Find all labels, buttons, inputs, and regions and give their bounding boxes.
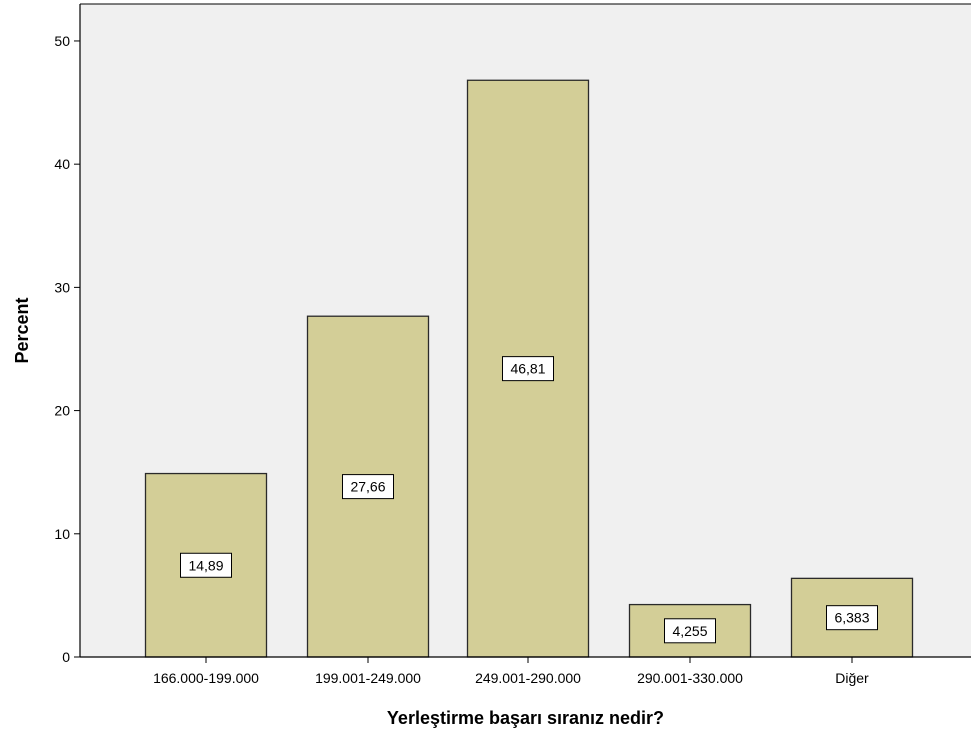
- x-tick-label-3: 249.001-290.000: [475, 670, 581, 686]
- y-tick-label-4: 30: [54, 279, 70, 295]
- data-label-box-3: [502, 356, 554, 382]
- data-label-5: 6,383: [834, 610, 869, 626]
- x-tick-label-4: 290.001-330.000: [637, 670, 743, 686]
- data-label-3: 46,81: [510, 361, 545, 377]
- y-tick-label-5: 40: [54, 156, 70, 172]
- data-label-box-2: [342, 474, 394, 500]
- y-tick-label-3: 20: [54, 403, 70, 419]
- y-tick-label-2: 10: [54, 526, 70, 542]
- y-axis-title: Percent: [12, 297, 32, 363]
- y-tick-label-1: 0: [62, 649, 70, 665]
- x-tick-label-5: Diğer: [835, 670, 869, 686]
- data-label-1: 14,89: [188, 557, 223, 573]
- data-labels-layer: 14,89 27,66 46,81 4,255 6,383: [180, 356, 878, 644]
- data-label-box-1: [180, 552, 232, 578]
- axes-layer: 166.000-199.000 199.001-249.000 249.001-29…: [54, 3, 971, 686]
- x-tick-label-2: 199.001-249.000: [315, 670, 421, 686]
- data-label-4: 4,255: [672, 623, 707, 639]
- x-tick-label-1: 166.000-199.000: [153, 670, 259, 686]
- x-axis-title: Yerleştirme başarı sıranız nedir?: [387, 708, 664, 728]
- data-label-box-5: [826, 605, 878, 631]
- data-label-2: 27,66: [350, 479, 385, 495]
- y-tick-label-6: 50: [54, 33, 70, 49]
- data-label-box-4: [664, 618, 716, 644]
